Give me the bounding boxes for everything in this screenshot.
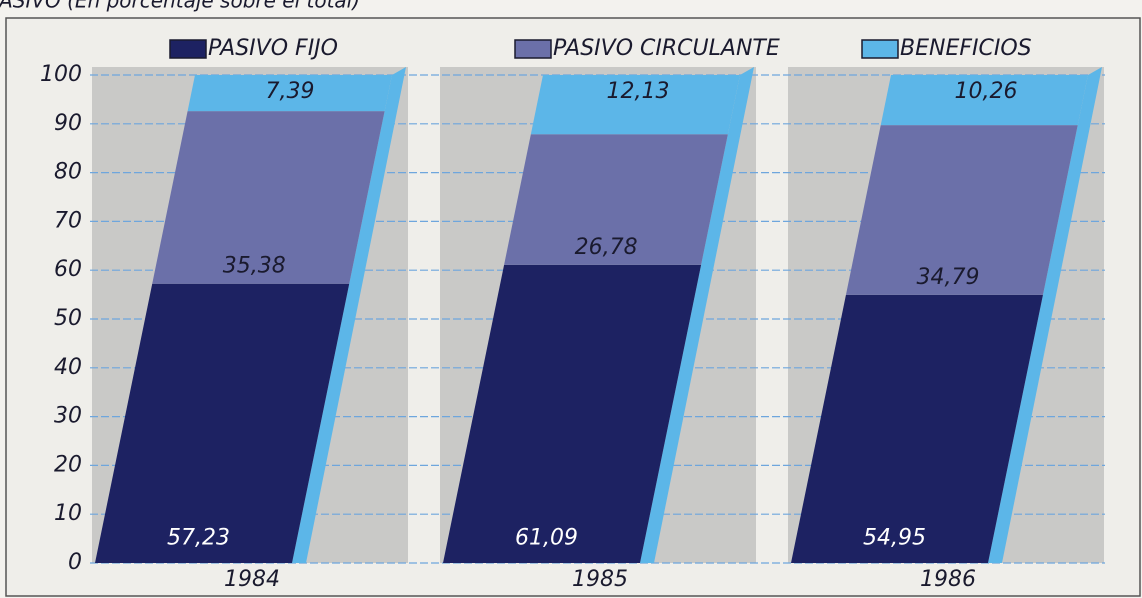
x-tick-label: 1985	[572, 567, 628, 592]
y-tick-label: 100	[40, 62, 82, 87]
data-label: 61,09	[515, 526, 578, 551]
legend-swatch	[514, 39, 552, 59]
bar-segment	[791, 294, 1043, 563]
y-tick-label: 60	[54, 257, 82, 282]
y-tick-label: 80	[54, 160, 82, 185]
data-label: 54,95	[863, 526, 926, 551]
y-tick-label: 30	[54, 404, 82, 429]
legend-swatch	[861, 39, 899, 59]
bar-segment	[845, 125, 1078, 295]
data-label: 12,13	[607, 79, 670, 104]
legend-label: PASIVO CIRCULANTE	[553, 36, 780, 61]
data-label: 57,23	[167, 526, 230, 551]
y-tick-label: 90	[54, 111, 82, 136]
data-label: 10,26	[955, 79, 1018, 104]
bar-segment	[443, 264, 702, 563]
legend-label: PASIVO FIJO	[208, 36, 338, 61]
y-tick-label: 10	[54, 501, 82, 526]
legend-label: BENEFICIOS	[900, 36, 1032, 61]
legend-swatch	[169, 39, 207, 59]
data-label: 34,79	[916, 265, 979, 290]
data-label: 7,39	[266, 79, 315, 104]
bar-side	[640, 67, 754, 563]
bar-segment	[187, 75, 392, 112]
y-tick-label: 70	[54, 208, 82, 233]
y-tick-label: 0	[68, 550, 82, 575]
bar-segment	[880, 75, 1088, 126]
data-label: 26,78	[575, 235, 638, 260]
bar-segment	[152, 111, 385, 284]
y-tick-label: 40	[54, 355, 82, 380]
y-tick-label: 50	[54, 306, 82, 331]
bar-segment	[530, 75, 740, 135]
chart-title: PASIVO (En porcentaje sobre el total)	[0, 0, 360, 13]
bar-segment	[95, 283, 350, 563]
data-label: 35,38	[223, 254, 286, 279]
bar-segment	[504, 134, 728, 265]
x-tick-label: 1986	[920, 567, 976, 592]
bar-side	[988, 67, 1102, 563]
bar-side	[292, 67, 406, 563]
y-tick-label: 20	[54, 452, 82, 477]
x-tick-label: 1984	[224, 567, 280, 592]
